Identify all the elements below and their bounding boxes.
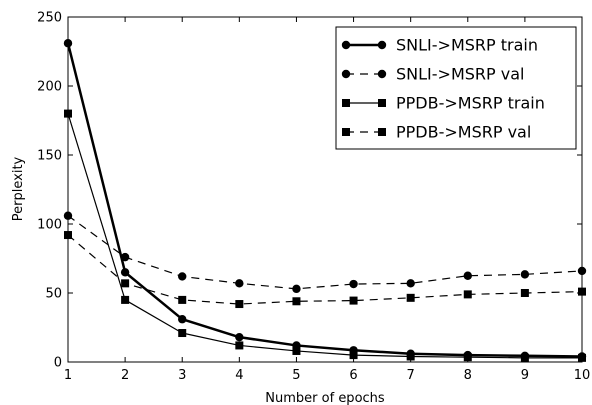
x-axis-ticks: 1 2 3 4 5 6 7 8 9 10: [64, 17, 590, 383]
x-tick-label: 7: [407, 368, 415, 383]
legend-label: PPDB->MSRP train: [396, 94, 545, 113]
y-tick-label: 150: [37, 149, 62, 164]
data-point: [292, 297, 301, 306]
data-point: [235, 341, 244, 350]
y-tick-label: 50: [45, 287, 62, 302]
data-point: [292, 284, 301, 294]
x-tick-label: 5: [292, 368, 300, 383]
data-point: [235, 279, 244, 288]
legend-label: PPDB->MSRP val: [396, 123, 531, 142]
legend-entry: PPDB->MSRP val: [342, 123, 531, 142]
data-point: [120, 252, 130, 262]
data-point: [235, 332, 244, 342]
y-tick-label: 100: [37, 218, 62, 233]
data-point: [406, 293, 415, 302]
data-point: [520, 270, 530, 279]
y-tick-label: 250: [37, 11, 62, 26]
legend-entry: PPDB->MSRP train: [342, 94, 545, 113]
data-point: [292, 346, 301, 355]
data-point: [520, 289, 529, 297]
series-1: [63, 211, 587, 294]
y-tick-label: 200: [37, 80, 62, 95]
legend-marker: [378, 99, 386, 107]
x-tick-label: 8: [464, 368, 472, 383]
legend-marker: [342, 128, 350, 136]
data-point: [121, 295, 130, 304]
legend-marker: [377, 69, 387, 79]
data-point: [406, 352, 415, 361]
data-point: [178, 272, 187, 281]
data-point: [406, 279, 415, 288]
data-point: [120, 268, 130, 277]
legend-marker: [378, 128, 386, 136]
x-tick-label: 6: [349, 368, 357, 383]
series-line: [66, 42, 583, 358]
data-point: [178, 315, 187, 324]
series-line: [67, 234, 583, 305]
legend-entry: SNLI->MSRP val: [341, 65, 524, 84]
legend: SNLI->MSRP train SNLI->MSRP val PPDB->MSRP…: [335, 26, 577, 150]
x-tick-label: 3: [178, 368, 186, 383]
data-point: [121, 279, 130, 288]
x-tick-label: 2: [121, 368, 129, 383]
legend-marker: [342, 99, 350, 107]
legend-label: SNLI->MSRP val: [396, 65, 524, 84]
x-tick-label: 4: [235, 368, 243, 383]
legend-entry: SNLI->MSRP train: [341, 36, 538, 55]
data-point: [349, 296, 358, 305]
legend-label: SNLI->MSRP train: [396, 36, 538, 55]
x-axis-label: Number of epochs: [265, 391, 385, 405]
y-axis-ticks: 0 50 100 150 200 250: [37, 11, 582, 371]
data-point: [463, 290, 472, 299]
plot-frame: [67, 16, 583, 363]
x-tick-label: 10: [574, 368, 591, 383]
legend-marker: [341, 69, 351, 79]
legend-box: [335, 26, 577, 150]
x-tick-label: 1: [64, 368, 72, 383]
series-line: [67, 215, 583, 290]
legend-marker: [341, 40, 351, 50]
data-point: [178, 329, 187, 338]
legend-marker: [377, 40, 387, 50]
data-point: [235, 300, 244, 309]
series-line: [67, 113, 582, 359]
y-tick-label: 0: [54, 356, 62, 371]
data-point: [349, 279, 358, 289]
data-point: [349, 351, 358, 360]
data-point: [178, 295, 187, 304]
y-axis-label: Perplexity: [11, 156, 26, 221]
data-point: [463, 271, 472, 280]
x-tick-label: 9: [521, 368, 529, 383]
